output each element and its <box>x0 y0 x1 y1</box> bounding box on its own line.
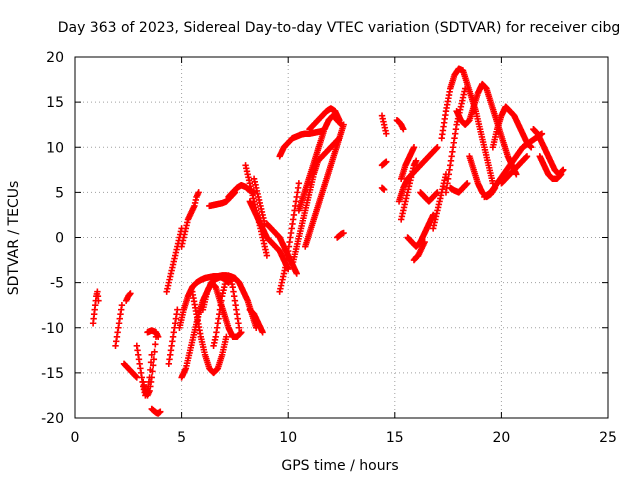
x-tick-label: 25 <box>599 430 617 446</box>
data-point <box>295 180 303 187</box>
data-point <box>151 348 158 356</box>
y-tick-label: 10 <box>46 140 64 156</box>
data-point <box>127 290 134 297</box>
series-arc10 <box>163 225 185 295</box>
series-arc8 <box>148 405 164 417</box>
data-point <box>118 301 126 309</box>
y-tick-label: -20 <box>41 411 64 427</box>
series-arc3 <box>122 290 134 304</box>
series-arc38 <box>404 211 437 250</box>
data-point <box>380 186 388 193</box>
data-point <box>95 297 102 304</box>
series-arc1 <box>89 288 102 327</box>
series-arc42 <box>438 65 497 187</box>
y-tick-label: 20 <box>46 50 64 66</box>
data-point <box>235 324 243 331</box>
series-arc51 <box>536 153 565 183</box>
data-point <box>560 166 567 174</box>
data-point <box>238 329 245 336</box>
x-axis-label: GPS time / hours <box>281 458 398 474</box>
axis-ticks: 0 5 10 15 20 25 -20 -15 -10 -5 0 5 10 15 20 <box>41 50 617 446</box>
data-point <box>528 144 535 151</box>
series-arc43 <box>442 85 469 196</box>
data-point <box>293 270 300 277</box>
data-point <box>523 153 531 160</box>
series-arc30 <box>334 229 347 241</box>
data-point <box>150 356 158 363</box>
series-arc20 <box>246 198 292 273</box>
data-point <box>412 157 420 164</box>
data-point <box>223 333 230 340</box>
y-tick-label: -15 <box>41 366 64 382</box>
data-point <box>383 130 390 137</box>
data-point <box>340 121 347 128</box>
series-arc27 <box>295 112 345 214</box>
series-arc33 <box>378 184 388 193</box>
series-arc7 <box>144 327 162 340</box>
x-tick-label: 20 <box>492 430 510 446</box>
data-point <box>410 144 418 151</box>
series-arc37 <box>397 157 420 223</box>
y-tick-label: 15 <box>46 95 64 111</box>
series-arc25 <box>276 127 326 160</box>
data-point <box>263 252 271 259</box>
data-point <box>149 362 157 369</box>
y-tick-label: 0 <box>55 231 64 247</box>
series-arc4 <box>120 360 141 381</box>
series-arc22 <box>246 306 266 336</box>
x-tick-label: 5 <box>177 430 186 446</box>
data-point <box>464 180 471 187</box>
data-point <box>421 238 428 246</box>
x-tick-label: 0 <box>71 430 80 446</box>
series-arc49 <box>498 153 531 187</box>
data-point <box>149 368 156 375</box>
x-tick-label: 10 <box>279 430 297 446</box>
series-arc28 <box>302 121 347 250</box>
y-axis-label: SDTVAR / TECUs <box>6 181 22 296</box>
data-point <box>154 333 162 340</box>
series-arc34 <box>393 116 407 133</box>
data-point <box>152 341 159 348</box>
data-point <box>157 408 164 415</box>
data-point <box>400 126 407 133</box>
data-point <box>461 85 469 92</box>
series-arc29 <box>306 105 343 133</box>
data-point <box>383 158 390 165</box>
y-tick-label: 5 <box>55 185 64 201</box>
data-point <box>434 144 441 151</box>
data-point <box>148 374 155 381</box>
series-arc48 <box>489 103 535 151</box>
series-arc44 <box>447 180 471 196</box>
data-point <box>195 189 202 196</box>
x-tick-label: 15 <box>386 430 404 446</box>
data-point <box>336 116 343 124</box>
series-arc40 <box>417 189 441 205</box>
data-point <box>259 329 266 336</box>
data-point <box>513 171 520 178</box>
series-arc9 <box>165 306 181 368</box>
series-arc16 <box>210 272 243 349</box>
data-point <box>340 229 347 237</box>
data-points <box>89 65 567 417</box>
y-tick-label: -5 <box>50 276 64 292</box>
series-arc31 <box>378 112 390 137</box>
series-arc2 <box>112 301 126 349</box>
y-tick-label: -10 <box>41 321 64 337</box>
series-arc32 <box>378 158 390 169</box>
series-arc41 <box>429 171 450 232</box>
series-arc14 <box>189 288 230 377</box>
plot-frame <box>74 56 609 419</box>
grid-lines <box>75 57 608 418</box>
series-arc6 <box>140 333 160 399</box>
chart-title: Day 363 of 2023, Sidereal Day-to-day VTE… <box>58 20 621 36</box>
series-arc39 <box>410 238 428 264</box>
series-arc11 <box>178 189 202 250</box>
data-point <box>557 171 565 178</box>
data-point <box>174 306 181 313</box>
series-arc15 <box>199 279 245 340</box>
series-arc35 <box>397 144 418 183</box>
